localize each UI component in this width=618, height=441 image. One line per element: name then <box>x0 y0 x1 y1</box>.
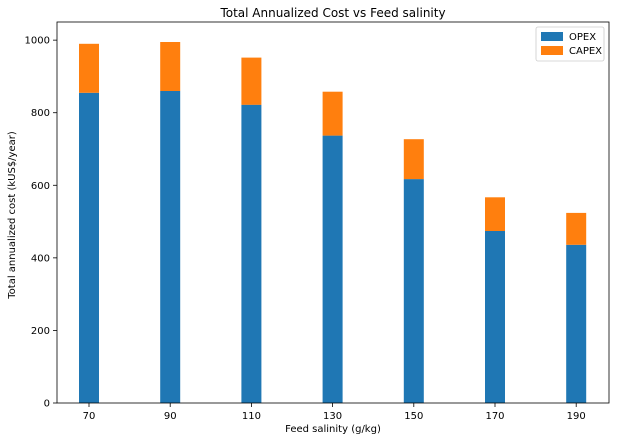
x-tick-label: 170 <box>485 411 504 422</box>
y-tick-label: 800 <box>31 108 50 119</box>
bar-capex-190 <box>566 212 587 245</box>
chart-title: Total Annualized Cost vs Feed salinity <box>219 6 445 20</box>
bar-capex-90 <box>160 42 181 91</box>
y-axis-label: Total annualized cost (kUS$/year) <box>7 131 18 300</box>
bar-capex-130 <box>322 91 343 136</box>
x-tick-label: 90 <box>164 411 177 422</box>
legend-swatch-opex <box>541 32 563 41</box>
y-tick-label: 400 <box>31 253 50 264</box>
y-tick-label: 600 <box>31 181 50 192</box>
bar-opex-110 <box>241 104 262 403</box>
bar-capex-70 <box>79 43 99 93</box>
bar-capex-110 <box>241 57 262 105</box>
legend-label-opex: OPEX <box>569 32 596 43</box>
bar-opex-170 <box>485 231 505 403</box>
legend-swatch-capex <box>541 46 563 55</box>
bar-capex-170 <box>485 197 505 231</box>
legend-label-capex: CAPEX <box>569 46 602 57</box>
x-tick-label: 130 <box>323 411 342 422</box>
bar-capex-150 <box>403 139 424 180</box>
y-tick-label: 0 <box>44 399 50 410</box>
x-tick-label: 110 <box>242 411 261 422</box>
x-axis-label: Feed salinity (g/kg) <box>285 424 381 435</box>
bar-opex-130 <box>322 135 343 403</box>
legend: OPEX CAPEX <box>535 26 605 62</box>
x-tick-label: 150 <box>404 411 423 422</box>
x-tick-label: 190 <box>567 411 586 422</box>
y-tick-label: 200 <box>31 326 50 337</box>
bar-opex-70 <box>79 92 99 404</box>
bars-group <box>79 42 587 404</box>
bar-opex-190 <box>566 244 587 403</box>
bar-opex-150 <box>403 179 424 403</box>
y-tick-label: 1000 <box>25 36 50 47</box>
x-tick-label: 70 <box>83 411 96 422</box>
axes-group: 0 200 400 600 800 1000 70 90 110 130 150 170 190 <box>25 21 610 422</box>
bar-opex-90 <box>160 90 181 404</box>
